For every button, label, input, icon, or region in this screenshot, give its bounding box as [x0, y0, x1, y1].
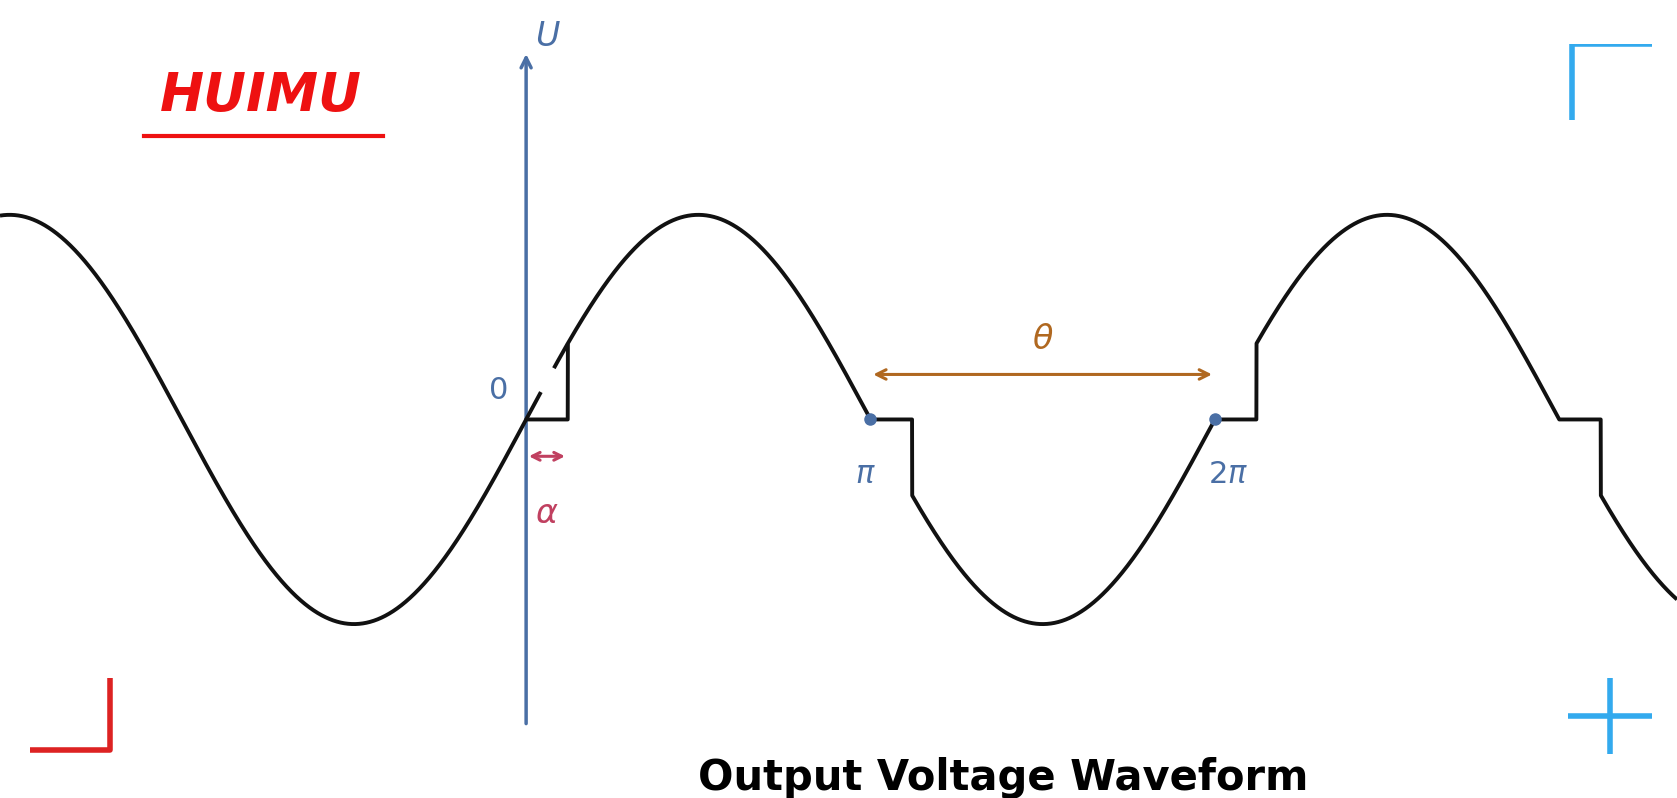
- Text: $\theta$: $\theta$: [1031, 323, 1053, 356]
- Text: $\alpha$: $\alpha$: [535, 497, 558, 530]
- Text: 0: 0: [490, 377, 508, 405]
- Text: Output Voltage Waveform: Output Voltage Waveform: [698, 757, 1308, 798]
- Text: HUIMU: HUIMU: [159, 69, 362, 122]
- Text: $U$: $U$: [535, 20, 560, 53]
- Text: $2\pi$: $2\pi$: [1207, 460, 1248, 489]
- Text: $\pi$: $\pi$: [855, 460, 875, 489]
